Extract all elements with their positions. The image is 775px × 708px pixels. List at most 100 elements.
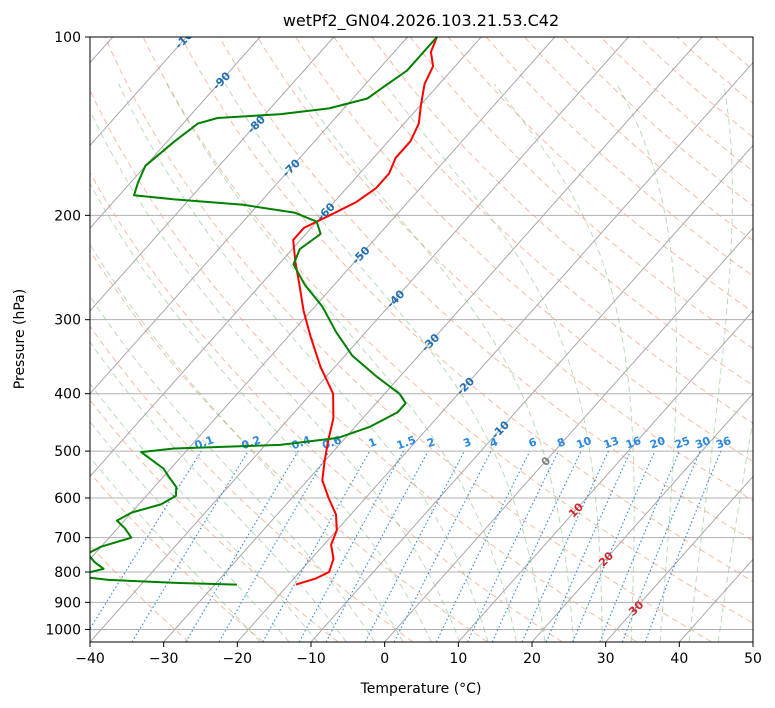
dry-adiabat-line (90, 325, 414, 642)
mixing-ratio-label: 25 (673, 434, 692, 451)
dry-adiabat-line (90, 171, 563, 642)
mixing-ratio-label: 16 (624, 434, 643, 452)
dry-adiabat-line (180, 37, 753, 583)
moist-adiabat-line (384, 83, 603, 642)
moist-adiabat-line (166, 83, 517, 642)
isotherm-line (90, 37, 482, 478)
mixing-ratio-label: 6 (527, 435, 539, 450)
y-tick-label: 1000 (45, 622, 81, 638)
x-tick-label: −30 (149, 651, 179, 667)
isotherm-line (531, 392, 753, 642)
mixing-ratio-label: 30 (693, 434, 712, 452)
mixing-ratio-line (545, 450, 632, 642)
x-tick-label: 30 (597, 651, 615, 667)
dry-adiabat-line (90, 249, 488, 642)
dry-adiabat-line (104, 37, 712, 642)
moist-adiabat-line (224, 83, 546, 642)
profile-line (90, 37, 438, 586)
mixing-ratio-label: 10 (575, 434, 594, 452)
y-tick-label: 100 (54, 30, 81, 46)
y-tick-label: 500 (54, 444, 81, 460)
mixing-ratio-label: 2 (425, 435, 437, 450)
isotherm-line (90, 37, 335, 312)
dry-adiabat-line (295, 37, 753, 463)
mixing-ratio-label: 20 (648, 434, 667, 452)
mixing-ratio-line (621, 450, 701, 642)
x-tick-label: −40 (75, 651, 105, 667)
mixing-ratio-label: 1.5 (395, 433, 418, 452)
mixing-ratio-lines (90, 450, 722, 642)
chart-title: wetPf2_GN04.2026.103.21.53.C42 (283, 11, 559, 31)
moist-adiabat-line (90, 182, 432, 642)
x-axis-ticks: −40 −30 −20 −10 0 10 20 30 40 50 (75, 642, 762, 667)
mixing-ratio-label: 1 (367, 435, 379, 450)
mixing-ratio-label: 36 (714, 434, 733, 452)
mixing-ratio-line (298, 450, 404, 642)
mixing-ratio-label: 0.2 (240, 433, 263, 452)
profile-series (90, 37, 438, 586)
mixing-ratio-line (599, 450, 681, 642)
mixing-ratio-line (572, 450, 656, 642)
moist-adiabat-line (90, 456, 261, 642)
isotherm-line (90, 37, 187, 147)
y-tick-label: 400 (54, 387, 81, 403)
mixing-ratio-line (262, 450, 371, 642)
x-tick-label: 10 (449, 651, 467, 667)
isotherm-line (90, 37, 556, 560)
mixing-ratio-label: 3 (461, 435, 473, 450)
x-tick-label: 20 (523, 651, 541, 667)
isotherm-line (310, 144, 753, 642)
moist-adiabat-line (90, 420, 290, 642)
dry-adiabat-line (257, 37, 753, 502)
isotherm-line (90, 37, 408, 395)
isotherm-line (457, 310, 753, 642)
x-tick-label: 40 (670, 651, 688, 667)
plot-frame (89, 36, 754, 643)
mixing-ratio-line (90, 450, 202, 630)
x-tick-label: −10 (296, 651, 326, 667)
y-tick-label: 600 (54, 491, 81, 507)
dry-adiabat-line (333, 37, 753, 424)
isotherm-line (384, 227, 753, 642)
moist-adiabats (90, 83, 753, 642)
y-tick-label: 900 (54, 595, 81, 611)
moist-adiabat-line (90, 295, 376, 642)
moist-adiabat-line (296, 83, 575, 642)
isotherm-line (605, 475, 753, 642)
x-axis-label: Temperature (°C) (360, 681, 482, 697)
moist-adiabat-line (90, 341, 347, 642)
y-tick-label: 800 (54, 565, 81, 581)
isotherm-line (90, 37, 261, 229)
y-tick-label: 300 (54, 313, 81, 329)
mixing-ratio-line (521, 450, 609, 642)
mixing-ratio-line (393, 450, 492, 642)
mixing-ratio-line (644, 450, 722, 642)
profile-line (292, 37, 438, 586)
y-tick-label: 700 (54, 531, 81, 547)
mixing-ratio-label: 4 (488, 435, 500, 450)
dry-adiabat-line (90, 544, 190, 642)
x-tick-label: 50 (744, 651, 762, 667)
isotherm-line (90, 37, 629, 642)
isotherm-gridlines (90, 37, 753, 642)
mixing-ratio-line (435, 450, 531, 642)
dry-adiabat-line (90, 399, 339, 642)
mixing-ratio-line (325, 450, 429, 642)
isotherm-line (163, 37, 703, 642)
moist-adiabat-line (616, 83, 678, 642)
x-tick-label: 0 (380, 651, 389, 667)
y-axis-ticks: 100 200 300 400 500 600 700 800 900 1000 (45, 30, 90, 638)
y-axis-label: Pressure (hPa) (12, 289, 28, 389)
moist-adiabat-line (118, 83, 489, 642)
moist-adiabat-line (90, 243, 404, 642)
dry-adiabat-line (142, 37, 753, 624)
plot-area: -100-90-80-70-60-50-40-30-20-10010203040… (90, 37, 753, 642)
dry-adiabat-line (90, 472, 264, 642)
mixing-ratio-line (131, 450, 249, 642)
isotherm-line (236, 61, 753, 642)
mixing-ratio-label: 8 (555, 435, 567, 450)
mixing-ratio-label: 13 (602, 434, 621, 451)
moist-adiabat-line (494, 83, 635, 642)
y-tick-label: 200 (54, 208, 81, 224)
